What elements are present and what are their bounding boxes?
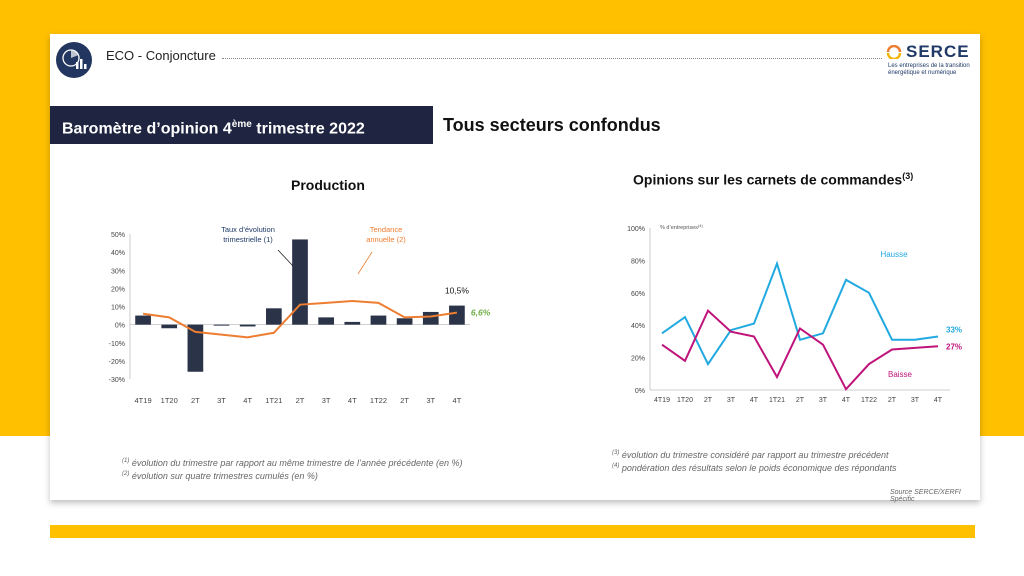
bar-quarterly: [161, 324, 178, 329]
bar-quarterly: [318, 317, 334, 325]
y-tick-label: 40%: [111, 250, 125, 257]
bar-quarterly: [449, 305, 465, 325]
y-tick-label: 0%: [115, 323, 125, 330]
y-tick-label: 60%: [631, 291, 645, 298]
slide: ECO - Conjoncture SERCE Les entreprises …: [50, 34, 980, 503]
bar-quarterly: [422, 311, 439, 325]
x-tick-label: 4T19: [654, 397, 670, 404]
x-tick-label: 4T19: [135, 396, 152, 405]
annotation-trend-pointer: [357, 251, 373, 275]
bar-last-label: 10,5%: [445, 286, 470, 296]
bar-quarterly: [187, 324, 204, 372]
bar-quarterly: [344, 321, 361, 325]
x-tick-label: 2T: [191, 396, 200, 405]
hausse-last-label: 33%: [946, 326, 962, 335]
bar-quarterly: [396, 318, 413, 325]
x-tick-label: 3T: [727, 397, 736, 404]
bar-quarterly: [292, 239, 308, 325]
y-tick-label: 80%: [631, 258, 645, 265]
annotation-bars: trimestrielle (1): [223, 235, 273, 244]
banner-title: Baromètre d’opinion 4ème trimestre 2022: [50, 106, 433, 144]
brand-tagline: Les entreprises de la transition énergét…: [888, 63, 970, 76]
footnote-4: (4) pondération des résultats selon le p…: [612, 463, 897, 473]
annotation-bars: Taux d’évolution: [221, 225, 275, 234]
footnotes-left: (1) évolution du trimestre par rapport a…: [122, 456, 463, 482]
production-chart-title: Production: [291, 177, 365, 193]
annotation-bars-pointer: [277, 249, 294, 267]
source-note: Source SERCE/XERFI Spécific: [890, 489, 961, 503]
y-tick-label: 40%: [631, 323, 645, 330]
y-tick-label: -30%: [109, 377, 125, 384]
x-tick-label: 3T: [911, 397, 920, 404]
x-tick-label: 4T: [453, 396, 462, 405]
baisse-last-label: 27%: [946, 342, 962, 351]
x-tick-label: 2T: [704, 397, 713, 404]
bar-quarterly: [213, 324, 230, 326]
x-tick-label: 1T21: [769, 397, 785, 404]
annotation-trend: Tendance: [370, 225, 403, 234]
bar-quarterly: [370, 315, 387, 325]
x-tick-label: 2T: [796, 397, 805, 404]
x-tick-label: 2T: [400, 396, 409, 405]
footnote-1: (1) évolution du trimestre par rapport a…: [122, 458, 463, 468]
baisse-line: [661, 308, 939, 391]
x-tick-label: 4T: [842, 397, 851, 404]
footnote-2: (2) évolution sur quatre trimestres cumu…: [122, 471, 318, 481]
bar-quarterly: [239, 324, 256, 327]
x-tick-label: 4T: [348, 396, 357, 405]
footnote-3: (3) évolution du trimestre considéré par…: [612, 450, 889, 460]
bar-quarterly: [266, 308, 282, 325]
footnotes-right: (3) évolution du trimestre considéré par…: [612, 448, 897, 474]
y-tick-label: 30%: [111, 268, 125, 275]
bottom-accent-bar: [50, 525, 975, 538]
serce-logo: SERCE Les entreprises de la transition é…: [882, 42, 978, 82]
x-tick-label: 4T: [934, 397, 943, 404]
x-tick-label: 1T21: [265, 396, 282, 405]
hausse-line: [661, 260, 939, 367]
y-tick-label: -20%: [109, 359, 125, 366]
eco-chart-icon: [56, 42, 92, 78]
x-tick-label: 1T22: [861, 397, 877, 404]
x-tick-label: 3T: [322, 396, 331, 405]
y-tick-label: 10%: [111, 305, 125, 312]
x-tick-label: 1T20: [677, 397, 693, 404]
y-tick-label: 20%: [111, 286, 125, 293]
y-tick-label: 100%: [627, 226, 645, 233]
serce-mark-icon: [886, 45, 902, 59]
orders-chart-title: Opinions sur les carnets de commandes(3): [633, 171, 914, 188]
y-tick-label: 0%: [635, 388, 645, 395]
page-subtitle: Tous secteurs confondus: [443, 115, 661, 135]
x-tick-label: 1T20: [161, 396, 178, 405]
x-tick-label: 3T: [217, 396, 226, 405]
x-tick-label: 3T: [819, 397, 828, 404]
production-chart: -30% -20% -10% 0% 10% 20% 30% 40% 50% 4T19 1T20 2T 3…: [109, 225, 491, 405]
header-title: ECO - Conjoncture: [106, 48, 216, 63]
hausse-label: Hausse: [880, 250, 908, 259]
x-tick-label: 1T22: [370, 396, 387, 405]
x-tick-label: 4T: [243, 396, 252, 405]
trend-last-label: 6,6%: [471, 308, 491, 318]
bar-quarterly: [135, 315, 151, 325]
x-tick-label: 2T: [888, 397, 897, 404]
baisse-label: Baisse: [888, 370, 913, 379]
orders-chart: 0% 20% 40% 60% 80% 100% % d’entreprises(4) 4T19…: [627, 223, 962, 404]
x-tick-label: 2T: [296, 396, 305, 405]
y-tick-label: -10%: [109, 341, 125, 348]
x-tick-label: 3T: [426, 396, 435, 405]
annotation-trend: annuelle (2): [366, 235, 406, 244]
trend-line: [142, 300, 458, 339]
y-tick-label: 20%: [631, 356, 645, 363]
y-tick-label: 50%: [111, 232, 125, 239]
header-divider: [222, 58, 882, 59]
x-tick-label: 4T: [750, 397, 759, 404]
y-unit-label: % d’entreprises(4): [660, 223, 703, 231]
brand-name: SERCE: [906, 42, 970, 61]
